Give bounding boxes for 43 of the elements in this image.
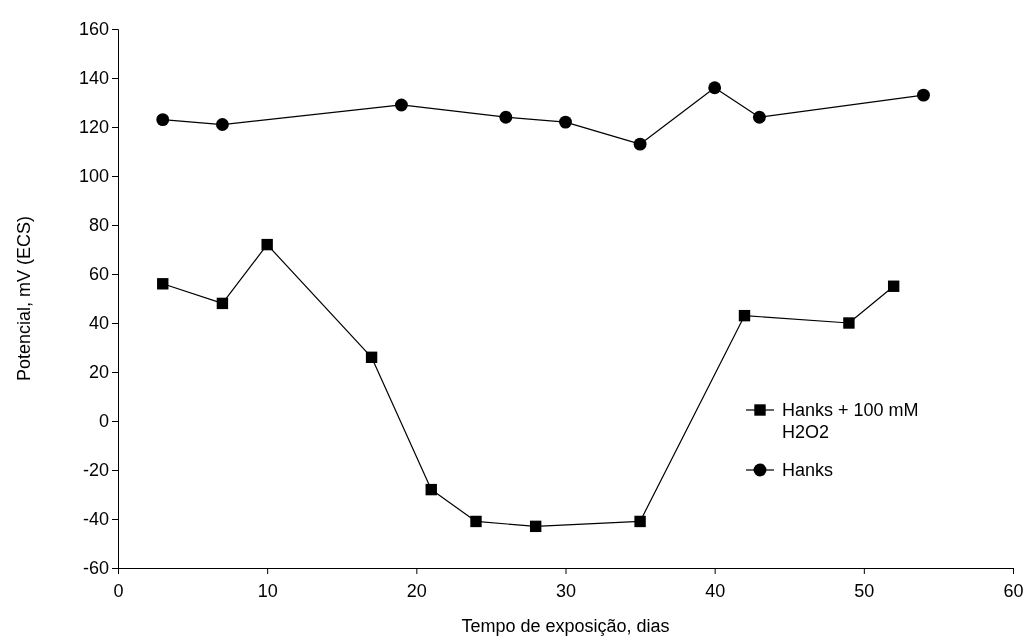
x-tick-label: 30: [555, 580, 577, 601]
point: [752, 110, 766, 124]
y-tick-label: 140: [78, 68, 109, 89]
y-tick-label: 100: [78, 166, 109, 187]
point: [843, 317, 855, 329]
point: [261, 238, 273, 251]
point: [470, 515, 482, 528]
y-tick-label: 0: [98, 411, 109, 432]
point: [499, 110, 513, 124]
point: [529, 520, 542, 533]
point: [887, 280, 900, 292]
x-tick-label: 60: [1003, 580, 1024, 601]
x-tick-label: 0: [113, 580, 124, 601]
point: [559, 115, 572, 129]
x-axis-title: Tempo de exposição, dias: [461, 616, 670, 636]
y-tick-label: -20: [82, 460, 109, 481]
legend-label: Hanks: [782, 460, 834, 481]
point: [633, 137, 647, 151]
y-tick-label: 80: [88, 215, 109, 236]
y-tick-label: 60: [88, 264, 109, 285]
point: [365, 351, 378, 363]
point: [157, 278, 169, 290]
y-tick-label: -60: [82, 558, 109, 579]
point: [917, 88, 930, 102]
y-tick-label: 20: [88, 362, 109, 383]
y-axis-title: Potencial, mV (ECS): [14, 215, 34, 382]
point: [156, 113, 170, 127]
x-tick-label: 20: [406, 580, 427, 601]
y-tick-label: 160: [78, 19, 109, 40]
legend-label: Hanks + 100 mM H2O2: [782, 400, 919, 442]
y-tick-label: 40: [88, 313, 109, 334]
point: [425, 483, 437, 496]
x-tick-label: 10: [257, 580, 278, 601]
point: [215, 118, 229, 131]
point: [394, 98, 408, 112]
point: [708, 81, 722, 95]
y-tick-label: 120: [78, 117, 109, 138]
x-tick-label: 50: [854, 580, 875, 601]
point: [634, 515, 646, 528]
x-tick-label: 40: [705, 580, 726, 601]
point: [738, 309, 751, 322]
y-tick-label: -40: [82, 509, 109, 530]
point: [216, 297, 229, 310]
